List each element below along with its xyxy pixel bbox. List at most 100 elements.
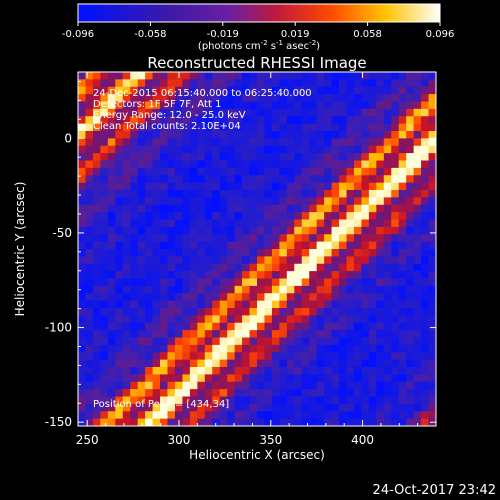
heatmap-cell bbox=[316, 145, 325, 154]
heatmap-cell bbox=[160, 374, 168, 383]
heatmap-cell bbox=[152, 367, 161, 375]
heatmap-cell bbox=[92, 212, 101, 220]
heatmap-cell bbox=[242, 418, 250, 426]
heatmap-cell bbox=[189, 418, 198, 426]
heatmap-cell bbox=[324, 123, 332, 132]
heatmap-cell bbox=[324, 256, 332, 265]
heatmap-cell bbox=[286, 116, 295, 125]
heatmap-cell bbox=[346, 271, 355, 279]
heatmap-cell bbox=[85, 145, 94, 154]
heatmap-cell bbox=[115, 367, 124, 375]
heatmap-cell bbox=[294, 418, 303, 426]
heatmap-cell bbox=[391, 212, 400, 220]
heatmap-cell bbox=[368, 367, 377, 375]
heatmap-cell bbox=[115, 396, 124, 405]
heatmap-cell bbox=[361, 204, 370, 213]
heatmap-cell bbox=[197, 116, 206, 125]
heatmap-cell bbox=[234, 322, 243, 331]
heatmap-cell bbox=[406, 204, 415, 213]
heatmap-cell bbox=[428, 278, 436, 287]
heatmap-cell bbox=[189, 249, 198, 257]
heatmap-cell bbox=[271, 79, 280, 88]
heatmap-cell bbox=[257, 204, 265, 213]
heatmap-cell bbox=[85, 278, 94, 287]
heatmap-cell bbox=[92, 116, 101, 125]
heatmap-cell bbox=[107, 116, 116, 125]
heatmap-cell bbox=[428, 315, 436, 324]
heatmap-cell bbox=[406, 278, 415, 287]
heatmap-cell bbox=[212, 352, 221, 361]
heatmap-cell bbox=[189, 278, 198, 287]
heatmap-cell bbox=[301, 153, 310, 161]
heatmap-cell bbox=[421, 86, 429, 95]
heatmap-cell bbox=[242, 359, 250, 368]
heatmap-cell bbox=[78, 79, 86, 88]
heatmap-cell bbox=[368, 271, 377, 279]
heatmap-cell bbox=[309, 374, 318, 383]
heatmap-cell bbox=[167, 315, 176, 324]
heatmap-cell bbox=[301, 293, 310, 302]
heatmap-cell bbox=[383, 138, 392, 147]
heatmap-cell bbox=[413, 94, 422, 102]
heatmap-cell bbox=[346, 108, 355, 117]
heatmap-cell bbox=[376, 249, 385, 257]
heatmap-cell bbox=[85, 367, 94, 375]
heatmap-cell bbox=[376, 138, 385, 147]
heatmap-cell bbox=[197, 381, 206, 390]
heatmap-cell bbox=[391, 315, 400, 324]
heatmap-cell bbox=[197, 278, 206, 287]
heatmap-cell bbox=[413, 359, 422, 368]
heatmap-cell bbox=[122, 101, 131, 110]
heatmap-cell bbox=[271, 411, 280, 420]
heatmap-cell bbox=[160, 249, 168, 257]
heatmap-cell bbox=[324, 241, 332, 250]
heatmap-cell bbox=[137, 271, 146, 279]
heatmap-cell bbox=[398, 411, 407, 420]
heatmap-cell bbox=[122, 367, 131, 375]
heatmap-cell bbox=[122, 352, 131, 361]
heatmap-cell bbox=[152, 389, 161, 397]
heatmap-cell bbox=[331, 197, 340, 206]
heatmap-cell bbox=[92, 271, 101, 279]
heatmap-cell bbox=[324, 153, 332, 161]
heatmap-cell bbox=[324, 344, 332, 353]
heatmap-cell bbox=[421, 367, 429, 375]
heatmap-cell bbox=[107, 256, 116, 265]
heatmap-cell bbox=[271, 123, 280, 132]
heatmap-cell bbox=[257, 182, 265, 191]
heatmap-cell bbox=[145, 190, 153, 198]
heatmap-cell bbox=[346, 190, 355, 198]
heatmap-cell bbox=[428, 374, 436, 383]
heatmap-cell bbox=[346, 226, 355, 235]
heatmap-cell bbox=[107, 234, 116, 243]
heatmap-cell bbox=[219, 160, 228, 169]
heatmap-cell bbox=[294, 271, 303, 279]
heatmap-cell bbox=[167, 330, 176, 338]
heatmap-cell bbox=[92, 145, 101, 154]
heatmap-cell bbox=[301, 374, 310, 383]
heatmap-cell bbox=[160, 322, 168, 331]
heatmap-cell bbox=[189, 330, 198, 338]
heatmap-cell bbox=[301, 219, 310, 228]
heatmap-cell bbox=[249, 293, 258, 302]
heatmap-cell bbox=[130, 293, 139, 302]
heatmap-cell bbox=[331, 72, 340, 80]
heatmap-cell bbox=[100, 72, 109, 80]
heatmap-cell bbox=[78, 352, 86, 361]
heatmap-cell bbox=[428, 190, 436, 198]
heatmap-cell bbox=[294, 72, 303, 80]
heatmap-cell bbox=[421, 418, 429, 426]
heatmap-cell bbox=[264, 308, 273, 316]
heatmap-cell bbox=[160, 411, 168, 420]
heatmap-cell bbox=[316, 72, 325, 80]
heatmap-cell bbox=[398, 167, 407, 176]
heatmap-cell bbox=[204, 153, 213, 161]
heatmap-cell bbox=[331, 138, 340, 147]
heatmap-cell bbox=[309, 411, 318, 420]
heatmap-cell bbox=[309, 249, 318, 257]
heatmap-cell bbox=[145, 337, 153, 346]
heatmap-cell bbox=[212, 396, 221, 405]
heatmap-cell bbox=[361, 344, 370, 353]
heatmap-cell bbox=[413, 212, 422, 220]
heatmap-cell bbox=[331, 79, 340, 88]
